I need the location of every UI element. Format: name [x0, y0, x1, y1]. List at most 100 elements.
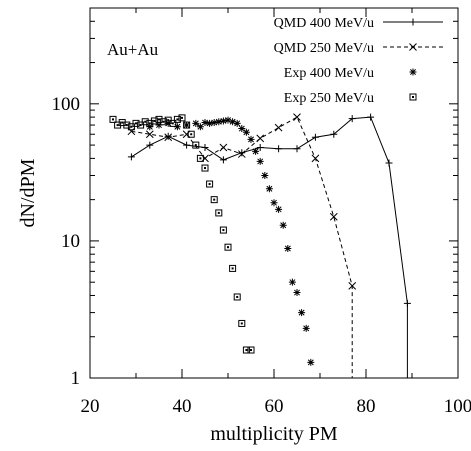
x-tick-label: 80	[357, 396, 376, 417]
data-point-asterisk	[229, 118, 237, 126]
data-point-cross	[127, 127, 136, 136]
data-point-square	[242, 346, 250, 354]
data-point-cross	[409, 43, 417, 51]
data-point-square	[150, 117, 158, 125]
data-point-square	[206, 180, 214, 188]
data-point-cross	[329, 212, 338, 221]
legend: QMD 400 MeV/u QMD 250 MeV/u Exp 400 MeV/u E…	[274, 16, 443, 106]
data-point-square	[132, 119, 140, 127]
data-point-asterisk	[206, 119, 214, 127]
data-point-cross	[164, 133, 173, 142]
data-point-asterisk	[409, 68, 417, 76]
legend-label: Exp 250 MeV/u	[284, 91, 374, 106]
data-point-asterisk	[256, 157, 264, 165]
data-point-square	[123, 121, 131, 129]
data-point-square	[201, 164, 209, 172]
data-point-square	[114, 121, 122, 129]
data-point-square	[409, 93, 417, 101]
data-point-square	[146, 119, 154, 127]
series-line	[131, 116, 408, 378]
data-point-asterisk	[155, 121, 163, 129]
y-tick-label: 1	[71, 368, 81, 389]
data-point-plus	[256, 144, 264, 152]
data-point-cross	[145, 130, 154, 139]
data-point-asterisk	[279, 221, 287, 229]
data-point-square	[215, 209, 223, 217]
data-point-plus	[127, 153, 135, 161]
data-point-asterisk	[173, 123, 181, 131]
data-point-square	[178, 114, 186, 122]
series-layer	[109, 113, 411, 378]
legend-label: QMD 400 MeV/u	[274, 16, 374, 31]
data-point-square	[247, 346, 255, 354]
data-point-plus	[146, 141, 154, 149]
data-point-plus	[330, 130, 338, 138]
data-point-asterisk	[224, 116, 232, 124]
data-point-plus	[409, 18, 417, 26]
data-point-plus	[238, 149, 246, 157]
data-point-asterisk	[242, 128, 250, 136]
data-point-square	[224, 243, 232, 251]
data-point-asterisk	[270, 199, 278, 207]
data-point-cross	[201, 154, 209, 163]
data-point-asterisk	[298, 309, 306, 317]
data-point-square	[187, 130, 195, 138]
data-point-plus	[164, 132, 172, 140]
data-point-plus	[403, 299, 411, 307]
x-tick-label: 100	[444, 396, 471, 417]
data-point-plus	[385, 159, 393, 167]
legend-entry-4: Exp 250 MeV/u	[284, 91, 417, 106]
data-point-asterisk	[192, 119, 200, 127]
legend-entry-1: QMD 400 MeV/u	[274, 16, 443, 31]
data-point-square	[109, 115, 117, 123]
data-point-square	[238, 319, 246, 327]
legend-entry-2: QMD 250 MeV/u	[274, 41, 443, 56]
data-point-square	[169, 119, 177, 127]
data-point-cross	[348, 282, 357, 290]
data-point-cross	[182, 130, 191, 139]
y-axis-label: dN/dPM	[17, 158, 39, 227]
x-tick-label: 20	[81, 396, 100, 417]
data-point-asterisk	[238, 125, 246, 133]
data-point-cross	[219, 143, 228, 152]
data-point-square	[118, 119, 126, 127]
x-axis-label: multiplicity PM	[210, 423, 337, 445]
data-point-square	[155, 115, 163, 123]
data-point-square	[233, 293, 241, 301]
data-point-asterisk	[252, 147, 260, 155]
data-point-asterisk	[288, 278, 296, 286]
data-point-asterisk	[247, 135, 255, 143]
data-point-cross	[311, 154, 320, 163]
data-point-plus	[367, 113, 375, 121]
data-point-asterisk	[201, 119, 209, 127]
data-point-plus	[348, 115, 356, 123]
data-point-asterisk	[215, 118, 223, 126]
data-point-asterisk	[275, 205, 283, 213]
data-point-square	[229, 264, 237, 272]
data-point-square	[173, 115, 181, 123]
annotation-au-au: Au+Au	[107, 40, 159, 59]
data-point-square	[183, 121, 191, 129]
data-point-asterisk	[196, 123, 204, 131]
data-point-asterisk	[219, 117, 227, 125]
data-point-cross	[237, 150, 246, 158]
data-point-asterisk	[261, 172, 269, 180]
data-point-square	[196, 154, 204, 162]
data-point-asterisk	[307, 358, 315, 366]
data-point-cross	[293, 113, 301, 121]
data-point-cross	[256, 134, 265, 143]
data-point-square	[141, 118, 149, 126]
data-point-plus	[183, 141, 191, 149]
data-point-asterisk	[265, 185, 273, 193]
x-tick-label: 60	[265, 396, 284, 417]
data-point-plus	[293, 145, 301, 153]
axis-ticks: 20 40 60 80 100 1 10 100	[52, 8, 471, 417]
data-point-square	[210, 196, 218, 204]
series-3	[146, 116, 315, 366]
data-point-square	[160, 118, 168, 126]
y-tick-label: 10	[61, 231, 80, 252]
data-point-cross	[274, 123, 283, 132]
series-4	[109, 114, 255, 354]
data-point-asterisk	[210, 119, 218, 127]
